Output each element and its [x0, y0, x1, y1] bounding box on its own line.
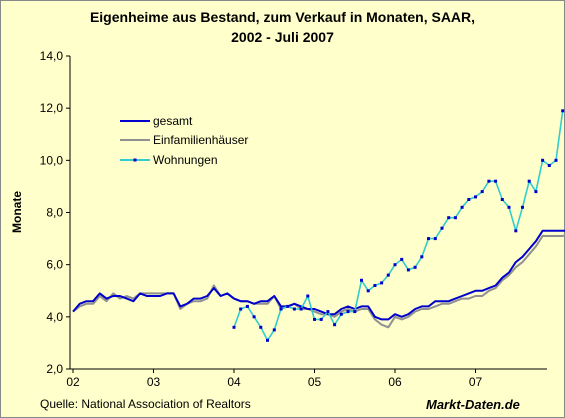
- legend-marker: [133, 158, 137, 162]
- data-point: [299, 307, 303, 311]
- data-point: [433, 237, 437, 241]
- x-tick-label: 04: [227, 375, 241, 389]
- data-point: [353, 310, 357, 314]
- y-axis-label: Monate: [10, 191, 24, 233]
- data-point: [406, 268, 410, 272]
- data-point: [259, 325, 263, 329]
- data-point: [480, 190, 484, 194]
- source-note: Quelle: National Association of Realtors: [40, 397, 251, 411]
- data-point: [561, 109, 565, 113]
- y-tick-label: 10,0: [40, 153, 64, 167]
- data-point: [474, 195, 477, 199]
- data-point: [413, 265, 417, 269]
- x-tick-label: 07: [469, 375, 483, 389]
- data-point: [339, 312, 343, 316]
- data-point: [366, 289, 370, 293]
- data-point: [239, 307, 243, 311]
- data-point: [319, 317, 323, 321]
- chart-subtitle: 2002 - Juli 2007: [231, 29, 334, 45]
- data-point: [460, 205, 464, 209]
- data-point: [440, 226, 444, 230]
- data-point: [447, 216, 451, 220]
- y-tick-label: 6,0: [46, 258, 63, 272]
- data-point: [467, 198, 471, 201]
- data-point: [386, 273, 390, 277]
- series-line-0: [72, 229, 565, 321]
- data-point: [547, 164, 551, 167]
- data-point: [541, 158, 545, 162]
- data-point: [286, 304, 290, 308]
- data-point: [313, 317, 316, 321]
- data-point: [514, 229, 518, 233]
- data-point: [380, 281, 384, 285]
- x-tick-label: 03: [147, 375, 161, 389]
- data-point: [400, 257, 404, 261]
- data-point: [252, 315, 256, 319]
- data-point: [534, 190, 538, 194]
- data-point: [500, 198, 504, 201]
- data-point: [279, 307, 283, 311]
- legend-label: gesamt: [153, 114, 193, 128]
- y-tick-label: 4,0: [46, 310, 63, 324]
- x-tick-label: 06: [388, 375, 402, 389]
- y-tick-label: 2,0: [46, 362, 63, 376]
- data-point: [346, 310, 350, 314]
- data-point: [453, 216, 457, 220]
- data-point: [527, 179, 531, 183]
- data-point: [494, 179, 498, 183]
- plot-area: [70, 56, 547, 369]
- chart-title: Eigenheime aus Bestand, zum Verkauf in M…: [89, 9, 476, 25]
- data-point: [292, 307, 296, 311]
- data-point: [507, 205, 511, 209]
- data-point: [245, 304, 249, 308]
- data-point: [326, 310, 330, 314]
- data-point: [232, 325, 236, 329]
- brand-logo-text: Markt-Daten.de: [426, 397, 520, 412]
- data-point: [420, 255, 424, 259]
- y-tick-label: 12,0: [40, 101, 64, 115]
- data-point: [427, 237, 430, 241]
- data-point: [487, 179, 491, 183]
- data-point: [373, 284, 377, 287]
- x-tick-label: 02: [66, 375, 80, 389]
- x-tick-label: 05: [308, 375, 322, 389]
- y-tick-label: 14,0: [40, 49, 64, 63]
- data-point: [393, 263, 397, 267]
- data-point: [360, 278, 363, 282]
- y-tick-label: 8,0: [46, 206, 63, 220]
- legend-label: Einfamilienhäuser: [153, 133, 248, 147]
- legend-label: Wohnungen: [153, 153, 218, 167]
- data-point: [266, 338, 269, 342]
- data-point: [554, 158, 558, 162]
- data-point: [333, 323, 337, 327]
- data-point: [521, 205, 524, 209]
- data-point: [272, 328, 276, 332]
- data-point: [306, 294, 310, 298]
